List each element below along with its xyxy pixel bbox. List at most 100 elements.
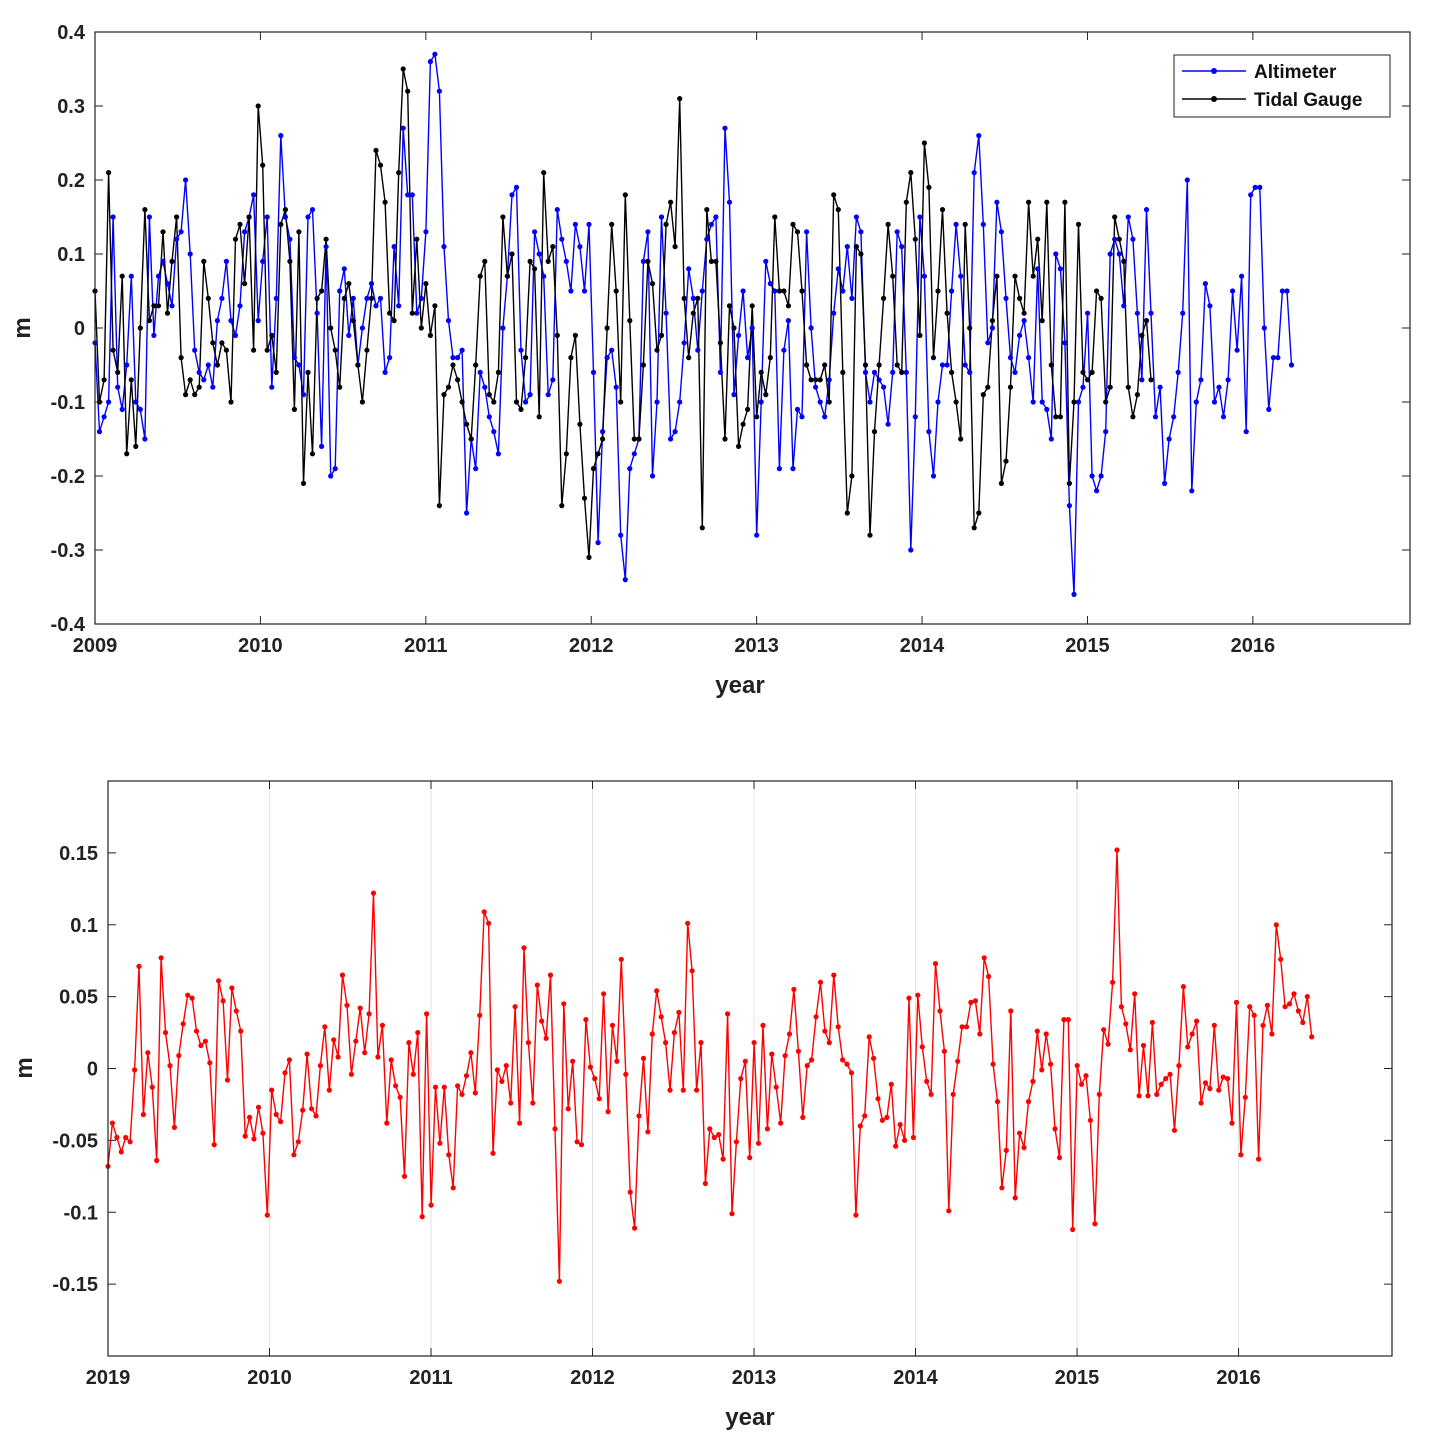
bottom-chart-difference-point: [601, 991, 607, 997]
top-chart-altimeter-point: [350, 295, 356, 301]
bottom-chart-difference-point: [676, 1009, 682, 1016]
top-chart-altimeter-point: [731, 392, 737, 398]
top-chart-tidal-gauge-point: [708, 258, 715, 264]
top-chart-tidal-gauge-point: [862, 362, 869, 368]
top-chart-tidal-gauge-point: [106, 170, 112, 176]
top-chart-y-tick-label: -0.2: [51, 466, 85, 488]
bottom-chart-difference-point: [972, 998, 979, 1004]
top-chart-tidal-gauge-point: [953, 399, 959, 405]
top-chart-altimeter-point: [971, 170, 977, 176]
bottom-chart-difference-point: [331, 1037, 337, 1043]
top-chart-tidal-gauge-point: [699, 525, 705, 531]
bottom-chart-difference-point: [154, 1157, 160, 1164]
bottom-chart-difference-point: [1145, 1093, 1151, 1099]
bottom-chart-difference-point: [729, 1211, 735, 1217]
bottom-chart-difference-point: [716, 1132, 722, 1138]
top-chart-tidal-gauge-point: [1007, 384, 1014, 390]
top-chart-altimeter-point: [976, 133, 982, 139]
top-chart-x-axis-label: year: [715, 672, 764, 699]
top-chart: 2009 2010 2011 2012 2013 2014 2015 2016 -0.4 -0.3…: [9, 22, 1411, 699]
top-chart-altimeter-point: [1248, 192, 1254, 198]
top-chart-altimeter-point: [613, 384, 619, 390]
top-chart-tidal-gauge-point: [332, 347, 338, 353]
bottom-chart-difference-point: [384, 1120, 390, 1126]
top-chart-altimeter-point: [609, 347, 615, 353]
bottom-chart-difference-point: [707, 1126, 713, 1132]
top-chart-x-tick-label: 2015: [1065, 635, 1110, 657]
top-chart-altimeter-point: [921, 273, 928, 279]
bottom-chart-difference-point: [1287, 1001, 1293, 1007]
top-chart-altimeter-point: [1103, 429, 1109, 435]
bottom-chart-difference-point: [1211, 1022, 1217, 1028]
bottom-chart-difference-point: [348, 1071, 354, 1077]
top-chart-tidal-gauge-point: [210, 340, 216, 346]
top-chart-y-tick-label: 0.1: [57, 244, 85, 266]
bottom-chart-difference-point: [1105, 1041, 1111, 1047]
top-chart-altimeter-point: [677, 399, 683, 405]
top-chart-tidal-gauge-point: [772, 214, 778, 220]
top-chart-altimeter-point: [930, 473, 937, 479]
top-chart-altimeter-point: [124, 362, 130, 368]
bottom-chart-difference-point: [1291, 991, 1297, 997]
top-chart-tidal-gauge-point: [482, 258, 488, 264]
top-chart-altimeter-point: [133, 399, 139, 405]
top-chart-altimeter-point: [822, 414, 828, 420]
top-chart-tidal-gauge-point: [251, 347, 257, 353]
top-chart-altimeter-point: [740, 288, 746, 294]
top-chart-tidal-gauge-point: [110, 347, 116, 353]
top-chart-altimeter-point: [658, 214, 665, 220]
bottom-chart-difference-point: [950, 1091, 956, 1097]
bottom-chart-difference-point: [946, 1208, 952, 1214]
top-chart-tidal-gauge-point: [890, 273, 896, 279]
top-chart-tidal-gauge-point: [187, 377, 193, 383]
top-chart-tidal-gauge-point: [319, 288, 325, 294]
top-chart-altimeter-point: [169, 303, 175, 309]
bottom-chart-difference-point: [826, 1040, 832, 1046]
top-chart-tidal-gauge-point: [867, 532, 873, 538]
top-chart-altimeter-point: [550, 377, 556, 383]
bottom-chart-difference-point: [769, 1051, 775, 1057]
top-chart-tidal-gauge-point: [169, 258, 175, 264]
top-chart-altimeter-point: [1148, 310, 1154, 316]
bottom-chart-difference-point: [1079, 1081, 1085, 1087]
top-chart-tidal-gauge-point: [260, 162, 266, 168]
top-chart-altimeter-point: [332, 466, 338, 472]
top-chart-tidal-gauge-point: [967, 325, 973, 331]
bottom-chart-difference-point: [556, 1278, 563, 1284]
bottom-chart-difference-point: [326, 1087, 332, 1093]
top-chart-altimeter-point: [391, 244, 397, 250]
bottom-chart-difference-point: [932, 961, 939, 967]
top-chart-y-tick-label: 0.4: [57, 22, 86, 44]
top-chart-altimeter-point: [1003, 295, 1009, 301]
bottom-chart-difference-point: [260, 1130, 266, 1136]
bottom-chart-difference-point: [999, 1185, 1005, 1191]
top-chart-tidal-gauge-point: [613, 288, 619, 294]
top-chart-tidal-gauge-point: [414, 236, 420, 242]
top-chart-altimeter-point: [300, 392, 307, 398]
top-chart-altimeter-point: [450, 355, 456, 361]
top-chart-altimeter-point: [1057, 266, 1063, 272]
top-chart-tidal-gauge-point: [939, 207, 946, 213]
top-chart-tidal-gauge-point: [876, 362, 882, 368]
bottom-chart-difference-point: [910, 1134, 917, 1141]
bottom-chart-difference-point: [1065, 1017, 1071, 1023]
top-chart-altimeter-point: [464, 510, 470, 516]
top-chart-altimeter-point: [482, 384, 488, 390]
top-chart-tidal-gauge-point: [287, 258, 293, 264]
bottom-chart-difference-point: [786, 1031, 793, 1037]
bottom-chart-difference-point: [587, 1064, 594, 1070]
bottom-chart-difference-point: [755, 1140, 762, 1146]
bottom-chart-difference-point: [1264, 1002, 1270, 1008]
top-chart-altimeter-point: [1225, 377, 1231, 383]
top-chart-tidal-gauge-point: [1094, 288, 1100, 294]
top-chart-tidal-gauge-point: [382, 199, 388, 205]
bottom-chart-difference-point: [906, 995, 912, 1001]
top-chart-altimeter-point: [862, 369, 869, 375]
bottom-chart-difference-point: [278, 1119, 284, 1125]
top-chart-tidal-gauge-point: [1125, 384, 1131, 390]
bottom-chart-difference-point: [132, 1067, 138, 1073]
top-chart-tidal-gauge-point: [817, 377, 823, 383]
top-chart-altimeter-point: [1121, 303, 1127, 309]
top-chart-y-tick-label: 0.2: [57, 170, 85, 192]
bottom-chart-difference-point: [632, 1225, 638, 1231]
